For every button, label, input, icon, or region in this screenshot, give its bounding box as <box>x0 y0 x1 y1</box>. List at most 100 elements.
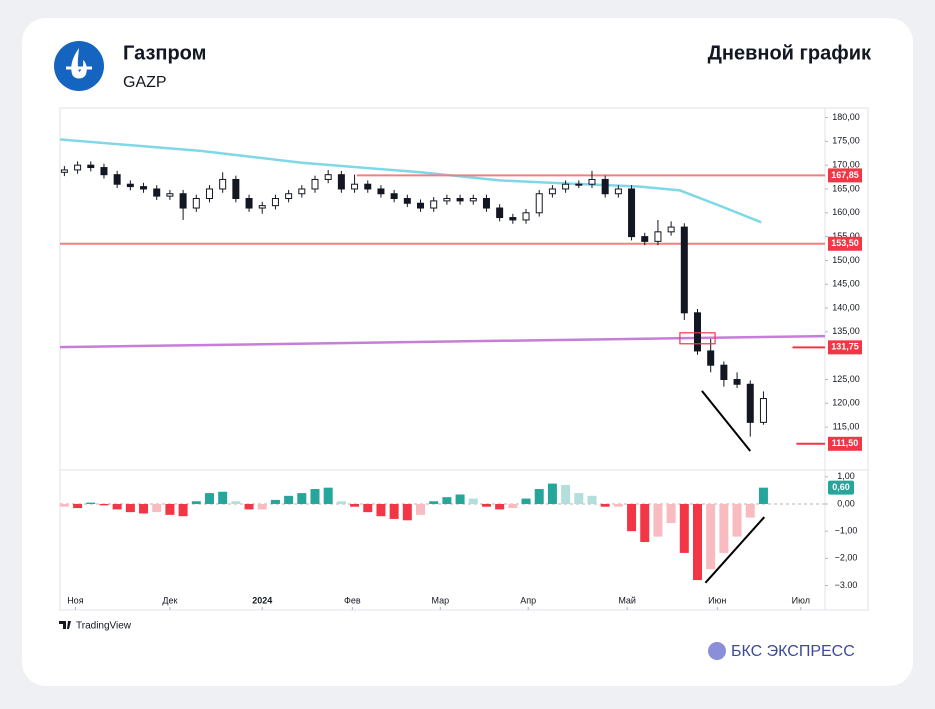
histogram-bar <box>218 491 228 504</box>
y-tick-label: 135,00 <box>832 326 860 336</box>
card <box>22 18 913 686</box>
candle-body <box>641 236 649 242</box>
y-tick-label: 150,00 <box>832 255 860 265</box>
y-tick-label: 155,00 <box>832 231 860 241</box>
histogram-bar <box>613 503 623 507</box>
logo <box>54 41 104 91</box>
candle-body <box>166 193 174 197</box>
histogram-bar <box>125 503 135 513</box>
candle-body <box>535 193 543 214</box>
candle-body <box>456 198 464 202</box>
candle-body <box>588 178 596 185</box>
candle-body <box>298 188 306 195</box>
candle-body <box>522 212 530 221</box>
histogram-bar <box>627 503 637 532</box>
source: TradingView <box>76 621 132 632</box>
candle-body <box>430 200 438 209</box>
tv-logo <box>59 621 71 629</box>
last-value-tag <box>828 480 854 495</box>
x-tick-label: Фев <box>344 595 361 605</box>
histogram-bar <box>350 503 360 507</box>
candle-body <box>337 174 345 190</box>
candle-body <box>390 193 398 200</box>
candle-body <box>285 193 293 200</box>
histogram-bar <box>719 503 729 553</box>
histogram-bar <box>442 497 452 504</box>
y-tick-label: 0,00 <box>837 498 855 508</box>
histogram-bar <box>481 503 491 507</box>
candle-body <box>192 198 200 209</box>
histogram-bar <box>706 503 716 570</box>
histogram-bar <box>534 489 544 504</box>
histogram-bar <box>376 503 386 517</box>
y-tick-label: 180,00 <box>832 112 860 122</box>
candle-body <box>219 178 227 190</box>
histogram-bar <box>495 503 505 510</box>
histogram-bar <box>59 503 69 507</box>
y-tick-label: −2,00 <box>835 553 858 563</box>
candle-body <box>733 379 741 385</box>
candle-body <box>377 188 385 195</box>
y-tick-label: −3.00 <box>835 580 858 590</box>
y-tick-label: 115,00 <box>833 422 860 432</box>
y-tick-label: 145,00 <box>832 279 860 289</box>
level-tag <box>828 168 862 183</box>
candle-body <box>311 178 319 190</box>
x-tick-label: Ноя <box>67 595 84 605</box>
candle-body <box>153 188 161 197</box>
candle-body <box>232 178 240 200</box>
y-tick-label: 175,00 <box>832 136 860 146</box>
histogram-bar <box>666 503 676 524</box>
candle-body <box>469 198 477 202</box>
candle-body <box>654 231 662 242</box>
annotation-box <box>679 332 716 345</box>
histogram-bar <box>323 487 333 504</box>
level-tag-label: 153,50 <box>831 238 859 248</box>
histogram-bar <box>165 503 175 515</box>
candle-body <box>126 183 134 188</box>
histogram-bar <box>231 501 241 504</box>
candle-body <box>87 164 95 169</box>
histogram-bar <box>99 503 109 506</box>
histogram-bar <box>587 495 597 504</box>
histogram-bar <box>732 503 742 537</box>
brand: БКС ЭКСПРЕСС <box>731 643 855 660</box>
histogram-bar <box>363 503 373 513</box>
candle-body <box>443 198 451 202</box>
candle-body <box>746 383 754 423</box>
histogram-bar <box>112 503 122 510</box>
x-tick-label: Май <box>618 595 636 605</box>
histogram-bar <box>758 487 768 504</box>
level-tag-label: 111,50 <box>832 438 859 448</box>
x-tick-label: Апр <box>520 595 536 605</box>
histogram-bar <box>297 493 307 504</box>
y-tick-label: 165,00 <box>832 183 860 193</box>
histogram-bar <box>244 503 254 510</box>
level-tag <box>828 340 862 355</box>
level-tag <box>828 236 862 251</box>
candle-body <box>548 188 556 195</box>
candle-body <box>245 198 253 209</box>
candle-body <box>575 183 583 186</box>
ticker: GAZP <box>123 74 167 91</box>
histogram-bar <box>640 503 650 543</box>
histogram-bar <box>204 493 214 504</box>
candle-body <box>113 174 121 185</box>
candle-body <box>509 217 517 221</box>
candle-body <box>601 178 609 195</box>
candle-body <box>707 350 715 366</box>
x-tick-label: Дек <box>162 595 177 605</box>
histogram-bar <box>191 501 201 504</box>
histogram-bar <box>270 499 280 504</box>
candle-body <box>179 193 187 209</box>
histogram-bar <box>574 493 584 504</box>
trendline <box>704 516 766 584</box>
histogram-bar <box>257 503 267 510</box>
title: Газпром <box>123 42 206 64</box>
histogram-bar <box>429 501 439 504</box>
histogram-bar <box>679 503 689 553</box>
histogram-bar <box>336 501 346 504</box>
histogram-bar <box>468 498 478 504</box>
histogram-bar <box>310 489 320 504</box>
